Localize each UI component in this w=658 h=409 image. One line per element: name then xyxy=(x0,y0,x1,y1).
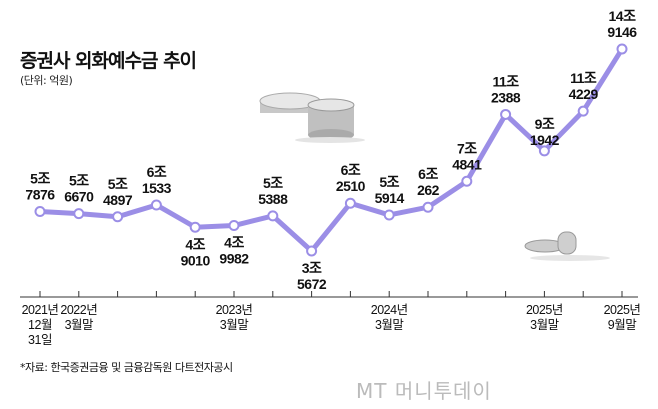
coins-illustration-small xyxy=(524,231,610,261)
data-label-eok: 5388 xyxy=(258,191,288,207)
data-point xyxy=(267,210,279,222)
data-label-jo: 14조 xyxy=(609,8,637,24)
data-point xyxy=(422,201,434,213)
data-label-jo: 11조 xyxy=(570,70,597,86)
data-label-jo: 5조 xyxy=(69,173,89,189)
data-point xyxy=(189,221,201,233)
data-label-jo: 3조 xyxy=(302,260,322,276)
data-label-eok: 1533 xyxy=(142,180,172,196)
data-label-eok: 4841 xyxy=(452,156,482,172)
data-label-jo: 5조 xyxy=(30,170,50,186)
data-label-jo: 6조 xyxy=(147,164,167,180)
data-label-eok: 9010 xyxy=(181,252,211,268)
x-tick-label: 2023년 xyxy=(216,303,253,317)
publisher-logo: MT 머니투데이 xyxy=(356,379,492,403)
x-tick-label: 31일 xyxy=(28,333,52,347)
data-label-jo: 5조 xyxy=(108,176,128,192)
data-point xyxy=(577,105,589,117)
data-label-jo: 4조 xyxy=(185,236,205,252)
data-point xyxy=(538,145,550,157)
data-label-jo: 4조 xyxy=(224,235,244,251)
data-point xyxy=(500,108,512,120)
data-label-eok: 262 xyxy=(417,182,440,198)
data-label-jo: 9조 xyxy=(535,116,555,132)
x-tick-label: 2024년 xyxy=(371,303,408,317)
data-point xyxy=(150,199,162,211)
data-point xyxy=(616,43,628,55)
coins-illustration-large xyxy=(259,92,365,143)
data-label-jo: 5조 xyxy=(263,175,283,191)
data-label-eok: 2510 xyxy=(336,178,366,194)
chart-title: 증권사 외화예수금 추이 xyxy=(20,50,197,72)
data-point xyxy=(228,220,240,232)
data-label-eok: 1942 xyxy=(530,132,560,148)
data-point xyxy=(73,208,85,220)
data-label-eok: 5672 xyxy=(297,276,327,292)
data-label-eok: 9146 xyxy=(607,24,637,40)
data-label-jo: 7조 xyxy=(457,140,477,156)
x-tick-label: 2025년 xyxy=(526,303,563,317)
data-label-jo: 11조 xyxy=(493,73,520,89)
unit-label: (단위: 억원) xyxy=(20,74,73,87)
data-label-eok: 6670 xyxy=(64,189,94,205)
x-tick-label: 2025년 xyxy=(604,303,641,317)
data-point xyxy=(461,175,473,187)
data-label-eok: 4229 xyxy=(569,86,599,102)
data-point xyxy=(112,211,124,223)
x-tick-label: 2021년 xyxy=(22,303,59,317)
data-label-eok: 7876 xyxy=(25,186,55,202)
data-label-eok: 5914 xyxy=(375,190,405,206)
x-tick-label: 9월말 xyxy=(608,318,637,332)
data-label-eok: 4897 xyxy=(103,192,133,208)
x-tick-label: 3월말 xyxy=(375,318,404,332)
data-label-jo: 5조 xyxy=(379,174,399,190)
data-point xyxy=(344,197,356,209)
series-line xyxy=(39,47,625,254)
data-label-jo: 6조 xyxy=(418,166,438,182)
data-point xyxy=(383,209,395,221)
x-tick-label: 3월말 xyxy=(65,318,94,332)
x-tick-label: 3월말 xyxy=(220,318,249,332)
x-tick-label: 3월말 xyxy=(530,318,559,332)
data-point xyxy=(306,245,318,257)
data-label-eok: 9982 xyxy=(219,251,249,267)
data-label-jo: 6조 xyxy=(341,162,361,178)
data-label-eok: 2388 xyxy=(491,89,521,105)
x-tick-label: 2022년 xyxy=(60,303,97,317)
data-point xyxy=(34,205,46,217)
x-tick-label: 12월 xyxy=(28,318,52,332)
source-note: *자료: 한국증권금융 및 금융감독원 다트전자공시 xyxy=(20,361,233,374)
